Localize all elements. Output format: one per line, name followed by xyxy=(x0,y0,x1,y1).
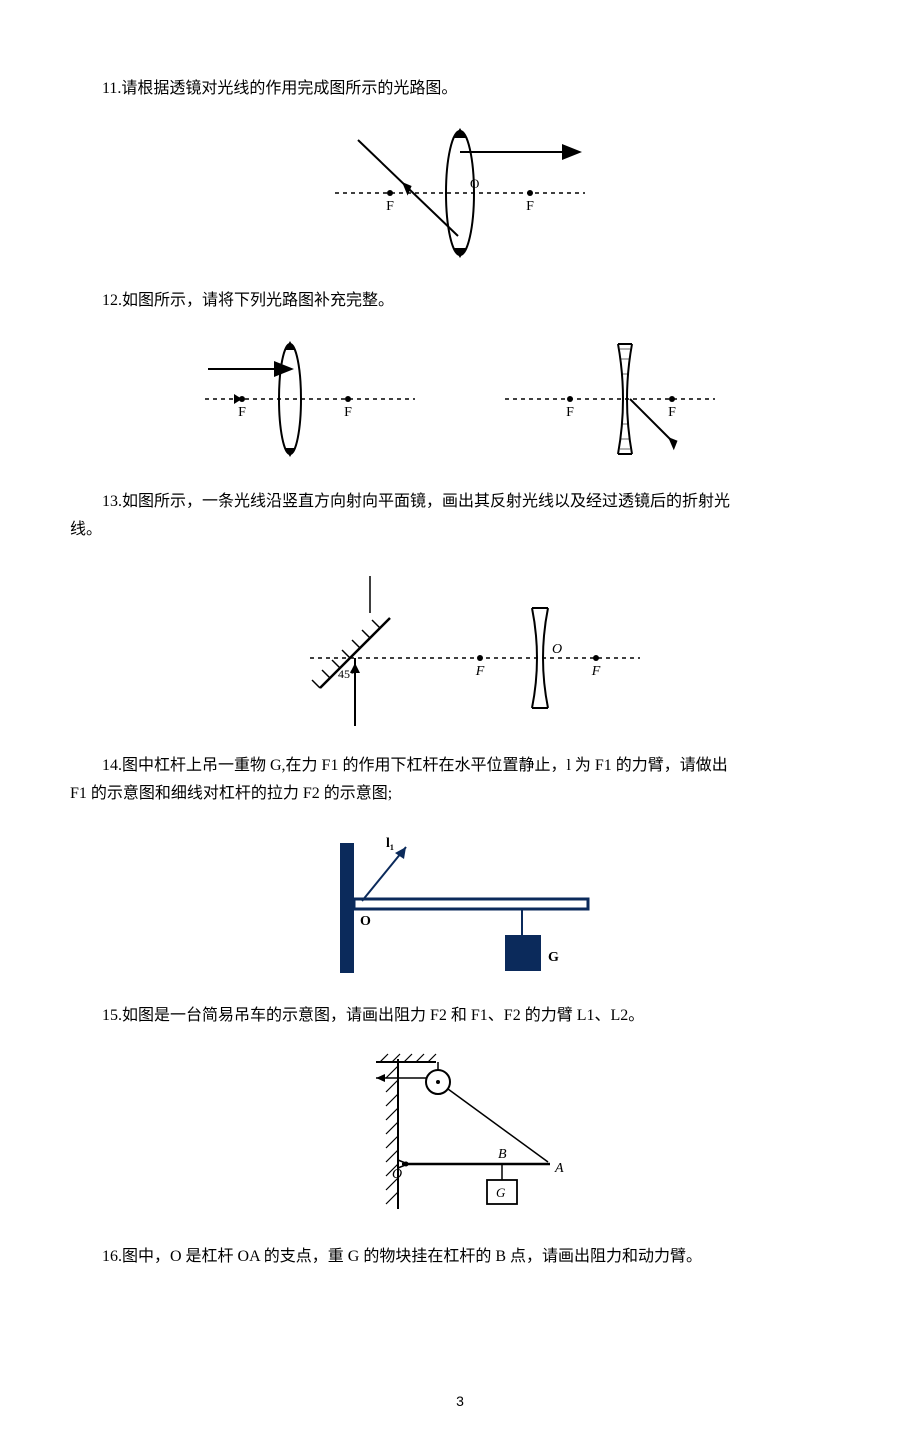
question-12: 12.如图所示，请将下列光路图补充完整。 F F xyxy=(70,288,850,470)
page-number: 3 xyxy=(70,1390,850,1412)
question-11: 11.请根据透镜对光线的作用完成图所示的光路图。 F F O xyxy=(70,76,850,268)
label-F: F xyxy=(526,199,534,214)
label-A: A xyxy=(554,1161,564,1176)
q14-text-l1: 14.图中杠杆上吊一重物 G,在力 F1 的作用下杠杆在水平位置静止，l 为 F… xyxy=(70,753,850,779)
q12-text: 12.如图所示，请将下列光路图补充完整。 xyxy=(70,288,850,314)
label-F: F xyxy=(591,664,601,679)
q11-figure: F F O xyxy=(330,118,590,268)
label-O: O xyxy=(470,176,479,191)
q13-text-l2: 线。 xyxy=(70,517,850,543)
label-F: F xyxy=(238,405,246,420)
q11-text: 11.请根据透镜对光线的作用完成图所示的光路图。 xyxy=(70,76,850,102)
label-F: F xyxy=(344,405,352,420)
q13-figure: 45° F F O xyxy=(270,558,650,733)
q15-figure-row: O A B G xyxy=(70,1044,850,1224)
label-O: O xyxy=(360,914,371,929)
q11-figure-row: F F O xyxy=(70,118,850,268)
label-F: F xyxy=(566,405,574,420)
q16-text: 16.图中，O 是杠杆 OA 的支点，重 G 的物块挂在杠杆的 B 点，请画出阻… xyxy=(70,1244,850,1270)
label-G: G xyxy=(496,1185,506,1200)
label-F: F xyxy=(668,405,676,420)
question-13: 13.如图所示，一条光线沿竖直方向射向平面镜，画出其反射光线以及经过透镜后的折射… xyxy=(70,489,850,733)
q12-figure-concave: F F xyxy=(500,329,720,469)
q13-figure-row: 45° F F O xyxy=(70,558,850,733)
question-16: 16.图中，O 是杠杆 OA 的支点，重 G 的物块挂在杠杆的 B 点，请画出阻… xyxy=(70,1244,850,1270)
label-O: O xyxy=(552,642,562,657)
label-O: O xyxy=(392,1167,402,1182)
q15-figure: O A B G xyxy=(320,1044,600,1224)
label-l1: l₁ xyxy=(386,836,394,851)
q12-figure-convex: F F xyxy=(200,329,420,469)
label-G: G xyxy=(548,950,559,965)
q14-figure: O l₁ G xyxy=(310,823,610,983)
question-14: 14.图中杠杆上吊一重物 G,在力 F1 的作用下杠杆在水平位置静止，l 为 F… xyxy=(70,753,850,982)
label-B: B xyxy=(498,1147,507,1162)
q13-text-l1: 13.如图所示，一条光线沿竖直方向射向平面镜，画出其反射光线以及经过透镜后的折射… xyxy=(70,489,850,515)
q14-figure-row: O l₁ G xyxy=(70,823,850,983)
label-F: F xyxy=(475,664,485,679)
question-15: 15.如图是一台简易吊车的示意图，请画出阻力 F2 和 F1、F2 的力臂 L1… xyxy=(70,1003,850,1225)
q15-text: 15.如图是一台简易吊车的示意图，请画出阻力 F2 和 F1、F2 的力臂 L1… xyxy=(70,1003,850,1029)
q14-text-l2: F1 的示意图和细线对杠杆的拉力 F2 的示意图; xyxy=(70,781,850,807)
label-F: F xyxy=(386,199,394,214)
q12-figure-row: F F F F xyxy=(70,329,850,469)
